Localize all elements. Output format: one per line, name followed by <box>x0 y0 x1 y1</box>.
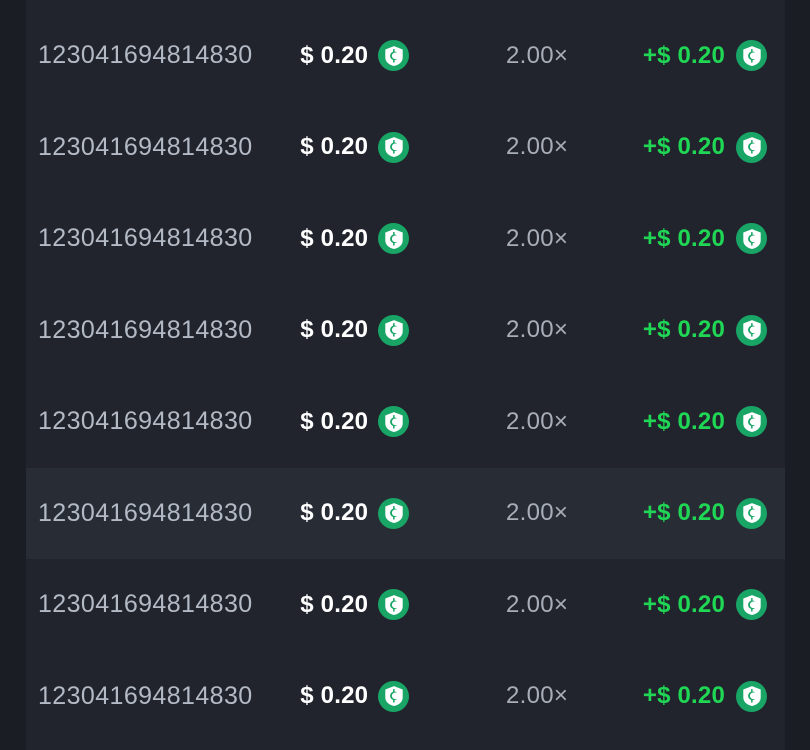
bet-id-label: 123041694814830 <box>38 498 253 527</box>
bet-id-cell: 123041694814830 <box>26 499 290 528</box>
payout-cell: +$ 0.20 <box>642 40 785 72</box>
bet-amount-cell: $ 0.20 <box>290 497 486 529</box>
payout-label: +$ 0.20 <box>642 590 726 618</box>
multiplier-cell: 2.00× <box>486 591 643 619</box>
multiplier-cell: 2.00× <box>486 408 643 436</box>
bch-coin-icon <box>378 497 410 529</box>
multiplier-cell: 2.00× <box>486 682 643 710</box>
bet-amount-label: $ 0.20 <box>300 407 369 435</box>
multiplier-label: 2.00× <box>505 41 569 69</box>
payout-label: +$ 0.20 <box>642 407 726 435</box>
bet-id-label: 123041694814830 <box>38 41 253 70</box>
bet-amount-label: $ 0.20 <box>300 316 369 344</box>
bch-coin-icon <box>378 589 410 621</box>
payout-label: +$ 0.20 <box>642 41 726 69</box>
bch-coin-icon <box>736 314 768 346</box>
multiplier-label: 2.00× <box>505 682 569 710</box>
bch-coin-icon <box>378 131 410 163</box>
bet-id-cell: 123041694814830 <box>26 316 290 345</box>
bet-id-label: 123041694814830 <box>38 132 253 161</box>
bet-amount-label: $ 0.20 <box>300 682 369 710</box>
bet-amount-label: $ 0.20 <box>300 133 369 161</box>
multiplier-label: 2.00× <box>505 407 569 435</box>
multiplier-cell: 2.00× <box>486 499 643 527</box>
right-gutter <box>785 0 810 750</box>
table-row[interactable]: 123041694814830 $ 0.20 2.00× +$ 0.20 <box>26 285 785 377</box>
bet-history-rows: 123041694814830 $ 0.20 2.00× +$ 0.20 <box>26 10 785 742</box>
bch-coin-icon <box>378 406 410 438</box>
bet-id-cell: 123041694814830 <box>26 590 290 619</box>
bch-coin-icon <box>736 131 768 163</box>
bet-id-cell: 123041694814830 <box>26 133 290 162</box>
multiplier-cell: 2.00× <box>486 42 643 70</box>
bch-coin-icon <box>736 589 768 621</box>
bch-coin-icon <box>736 680 768 712</box>
bch-coin-icon <box>736 497 768 529</box>
multiplier-cell: 2.00× <box>486 133 643 161</box>
multiplier-label: 2.00× <box>505 316 569 344</box>
bet-id-cell: 123041694814830 <box>26 407 290 436</box>
bch-coin-icon <box>736 223 768 255</box>
bch-coin-icon <box>736 406 768 438</box>
table-row[interactable]: 123041694814830 $ 0.20 2.00× +$ 0.20 <box>26 467 785 559</box>
bet-id-cell: 123041694814830 <box>26 224 290 253</box>
bch-coin-icon <box>378 314 410 346</box>
payout-label: +$ 0.20 <box>642 682 726 710</box>
payout-label: +$ 0.20 <box>642 499 726 527</box>
payout-label: +$ 0.20 <box>642 224 726 252</box>
payout-cell: +$ 0.20 <box>642 406 785 438</box>
payout-cell: +$ 0.20 <box>642 314 785 346</box>
bch-coin-icon <box>378 223 410 255</box>
bet-amount-label: $ 0.20 <box>300 590 369 618</box>
bet-id-label: 123041694814830 <box>38 315 253 344</box>
bet-id-cell: 123041694814830 <box>26 41 290 70</box>
multiplier-cell: 2.00× <box>486 225 643 253</box>
bet-amount-cell: $ 0.20 <box>290 589 486 621</box>
payout-cell: +$ 0.20 <box>642 589 785 621</box>
bet-amount-cell: $ 0.20 <box>290 131 486 163</box>
bch-coin-icon <box>378 40 410 72</box>
multiplier-label: 2.00× <box>505 224 569 252</box>
bet-id-label: 123041694814830 <box>38 224 253 253</box>
bet-amount-cell: $ 0.20 <box>290 40 486 72</box>
multiplier-label: 2.00× <box>505 499 569 527</box>
bch-coin-icon <box>736 40 768 72</box>
bet-id-cell: 123041694814830 <box>26 682 290 711</box>
bet-amount-cell: $ 0.20 <box>290 680 486 712</box>
payout-label: +$ 0.20 <box>642 133 726 161</box>
table-row[interactable]: 123041694814830 $ 0.20 2.00× +$ 0.20 <box>26 193 785 285</box>
bet-id-label: 123041694814830 <box>38 590 253 619</box>
multiplier-cell: 2.00× <box>486 316 643 344</box>
bet-amount-cell: $ 0.20 <box>290 406 486 438</box>
multiplier-label: 2.00× <box>505 590 569 618</box>
payout-cell: +$ 0.20 <box>642 223 785 255</box>
table-row[interactable]: 123041694814830 $ 0.20 2.00× +$ 0.20 <box>26 651 785 743</box>
bet-id-label: 123041694814830 <box>38 681 253 710</box>
table-row[interactable]: 123041694814830 $ 0.20 2.00× +$ 0.20 <box>26 376 785 468</box>
table-row[interactable]: 123041694814830 $ 0.20 2.00× +$ 0.20 <box>26 102 785 194</box>
bet-amount-label: $ 0.20 <box>300 499 369 527</box>
payout-cell: +$ 0.20 <box>642 131 785 163</box>
bch-coin-icon <box>378 680 410 712</box>
bet-amount-cell: $ 0.20 <box>290 314 486 346</box>
bet-amount-cell: $ 0.20 <box>290 223 486 255</box>
multiplier-label: 2.00× <box>505 133 569 161</box>
table-row[interactable]: 123041694814830 $ 0.20 2.00× +$ 0.20 <box>26 559 785 651</box>
payout-cell: +$ 0.20 <box>642 497 785 529</box>
bet-id-label: 123041694814830 <box>38 407 253 436</box>
bet-amount-label: $ 0.20 <box>300 41 369 69</box>
bet-amount-label: $ 0.20 <box>300 224 369 252</box>
payout-label: +$ 0.20 <box>642 316 726 344</box>
table-row[interactable]: 123041694814830 $ 0.20 2.00× +$ 0.20 <box>26 10 785 102</box>
bet-history-panel: 123041694814830 $ 0.20 2.00× +$ 0.20 <box>26 0 785 750</box>
payout-cell: +$ 0.20 <box>642 680 785 712</box>
left-gutter <box>0 0 26 750</box>
